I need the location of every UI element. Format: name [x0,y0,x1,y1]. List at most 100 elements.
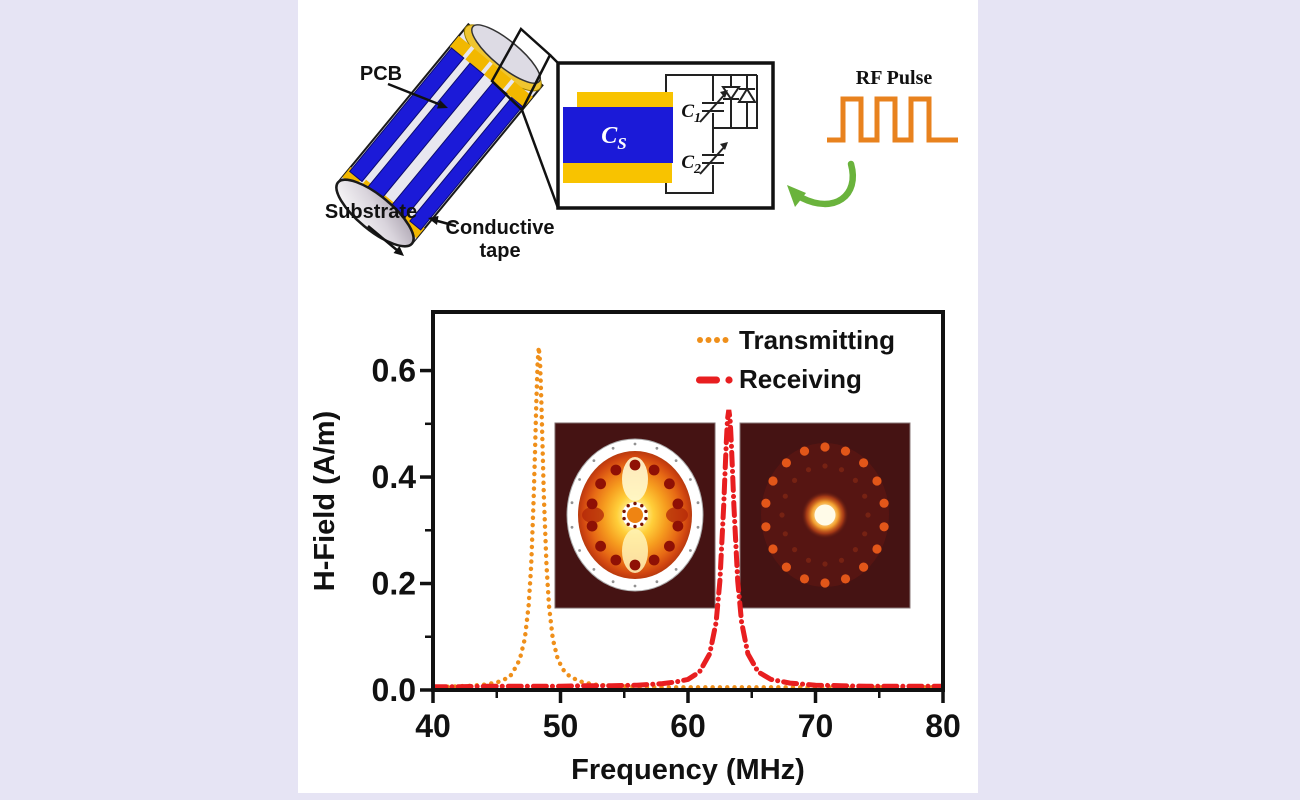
rotation-arrow [798,160,856,208]
h-field-frequency-chart: 40 50 60 70 80 0.0 0.2 0.4 0.6 Transmitting Rece… [309,310,961,786]
c2-arrowhead [720,142,728,150]
center-sample [627,507,643,523]
legend-marker-transmitting [705,337,712,343]
field-dot [840,574,851,584]
rf-pulse-label: RF Pulse [856,67,933,89]
field-dot [674,568,678,571]
y-tick-label: 0.2 [372,566,416,602]
figure-panel: CS C1 C2 RF Pulse PCB Substrate Conducti… [298,0,978,793]
field-dot [592,459,596,462]
field-dot [622,509,626,514]
coil-diagram: CS C1 C2 RF Pulse PCB Substrate Conducti… [325,22,958,262]
y-axis-title: H-Field (A/m) [309,411,341,591]
y-tick-label: 0.4 [372,459,417,495]
c1-label: C1 [681,101,701,126]
field-dot [782,493,788,499]
field-dot [781,458,791,468]
field-dot [768,476,778,486]
field-dot [838,557,845,563]
field-dot [852,547,858,553]
field-dot [852,477,858,483]
birdcage-coil-3d [335,22,544,248]
pcb-strips [348,47,524,231]
field-dot [840,446,851,456]
field-dot [879,498,889,508]
field-dot [779,512,785,518]
field-dot [689,549,692,552]
field-dot [578,478,581,481]
field-dot [586,520,598,532]
c2-tuning-arrow [699,144,727,175]
field-dot [822,463,828,469]
center-bright-spot [814,504,836,526]
legend-transmitting-label: Transmitting [739,325,895,355]
field-dot [586,498,598,510]
x-tick-label: 80 [925,708,961,744]
field-dot [862,531,868,537]
field-dot [640,504,644,508]
conductive-tape-label-line2: tape [479,240,520,262]
c2-label: C2 [681,152,701,177]
substrate-arrow [367,225,399,252]
field-dot [672,498,684,510]
conductive-tape-arrowhead [428,216,439,225]
field-dot [672,520,684,532]
field-dot [655,446,659,450]
plot-border [431,310,945,692]
x-tick-label: 40 [415,708,451,744]
field-dot [865,512,871,518]
x-tick-label: 70 [798,708,834,744]
field-dot [792,477,798,483]
field-dot [644,516,648,521]
field-dot [629,559,641,571]
field-dot-rings [761,442,889,588]
legend-marker-transmitting [697,337,703,343]
conductive-tape-arrow [433,218,457,228]
curve-receiving [431,409,945,690]
field-dot [611,446,615,450]
field-dot [696,501,700,505]
pcb-arrow [387,82,442,107]
chart-legend: Transmitting Receiving [696,325,895,394]
legend-marker-transmitting [722,337,729,343]
zoom-callout-line-bottom [520,109,560,209]
pcb-label: PCB [360,63,402,85]
circuit-wires [665,74,758,194]
field-dot [611,580,615,584]
field-dot [626,504,630,508]
field-dot [644,509,648,514]
axis-ticks: 40 50 60 70 80 0.0 0.2 0.4 0.6 [372,353,961,744]
field-dot [655,580,659,584]
field-dot [626,522,630,526]
field-dot [610,464,622,476]
bright-lobe-top [622,457,648,501]
field-dot [879,522,889,532]
dark-lobe-left [582,507,604,523]
field-dot [622,516,626,521]
field-dot [872,544,882,554]
field-dot [782,531,788,537]
field-dot-rings [570,442,700,588]
field-dot [664,540,675,552]
field-dot [595,540,606,552]
field-dot [781,562,791,572]
receiving-field-inset [739,422,911,609]
substrate-label: Substrate [325,201,417,223]
conductive-tape-label-line1: Conductive [446,217,555,239]
diode-pair [721,75,757,128]
field-dot [570,501,574,505]
field-dot [822,561,828,567]
curve-transmitting [431,346,945,690]
y-tick-label: 0.0 [372,672,416,708]
field-dot [820,442,830,452]
legend-marker-transmitting [714,337,720,343]
field-dot [859,562,869,572]
y-tick-label: 0.6 [372,353,416,389]
field-dot [664,478,675,490]
rf-pulse-waveform [827,96,958,143]
pcb-arrowhead [437,100,448,109]
field-dot [872,476,882,486]
field-dot [799,446,810,456]
cs-top-plate [577,92,673,107]
